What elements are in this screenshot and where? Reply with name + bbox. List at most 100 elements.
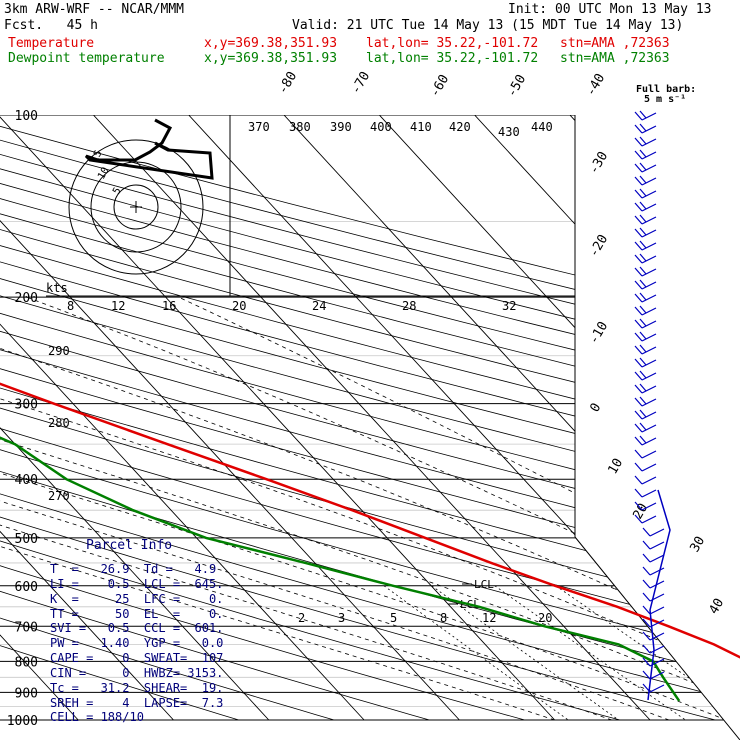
wind-barb (639, 305, 647, 314)
dry-adiabat-line (0, 115, 740, 721)
parcel-row: SVI = 0.5 CCL = 601. (50, 621, 224, 635)
parcel-row: TT = 50 EL = 0. (50, 607, 224, 621)
isotherm-label: 30 (687, 534, 708, 555)
wind-barb (642, 527, 651, 537)
parcel-row: CAPE = 0 SWEAT= 107 (50, 651, 224, 665)
wind-barb (639, 201, 647, 210)
parcel-row: CIN = 0 HWBZ= 3153. (50, 666, 224, 680)
mixing-ratio-label: 8 (440, 611, 447, 625)
temperature-station: stn=AMA ,72363 (560, 36, 670, 51)
wind-barb (641, 125, 657, 134)
wind-barb (641, 255, 657, 264)
theta-label: 420 (449, 120, 471, 134)
hodograph-ring-label: 5 (111, 186, 124, 197)
wind-barb (639, 396, 647, 405)
dewpoint-latlon: lat,lon= 35.22,-101.72 (366, 51, 539, 66)
forecast-hour: Fcst. 45 h (4, 18, 98, 33)
wind-barb (649, 671, 665, 680)
wind-barb (639, 383, 647, 392)
wind-barb (634, 241, 643, 251)
wind-barb (634, 397, 643, 407)
wind-barb (634, 488, 643, 498)
wind-barb (634, 436, 643, 446)
dry-adiabat-line (0, 115, 740, 721)
mixing-ratio-label: 5 (390, 611, 397, 625)
wind-barb (634, 501, 643, 511)
wind-barb (634, 189, 643, 199)
theta-label: 410 (410, 120, 432, 134)
dry-adiabat-line (0, 115, 740, 721)
isotherm-label: -80 (275, 69, 300, 97)
wind-barb (639, 318, 647, 327)
isotherm-label: 10 (605, 456, 626, 477)
model-title: 3km ARW-WRF -- NCAR/MMM (4, 2, 185, 17)
wind-barb (641, 372, 657, 381)
parcel-row: K = 25 LFC = 0. (50, 592, 224, 606)
wind-barb (639, 136, 647, 145)
parcel-row: Tc = 31.2 SHEAR= 19. (50, 681, 224, 695)
isotherm-line (93, 115, 651, 721)
isotherm-line (283, 115, 740, 721)
dewpoint-trace (0, 436, 681, 702)
dry-adiabat-line (0, 115, 740, 721)
init-time: Init: 00 UTC Mon 13 May 13 (508, 2, 712, 17)
wind-barb (639, 435, 647, 444)
wind-barb (634, 449, 643, 459)
moist-adiabat-line (0, 296, 555, 721)
hodograph-speed-label: 32 (502, 299, 516, 313)
temperature-xy: x,y=369.38,351.93 (204, 36, 338, 51)
wind-barb (641, 151, 657, 160)
wind-barb (634, 267, 643, 277)
wind-barb (634, 202, 643, 212)
wind-barb (639, 162, 647, 171)
pressure-label: 600 (15, 580, 38, 595)
hodograph-speed-label: 16 (162, 299, 176, 313)
mixing-ratio-line (494, 585, 686, 721)
dry-adiabat-line (0, 115, 740, 721)
wind-barb (639, 188, 647, 197)
wind-barb (634, 462, 643, 472)
lcl-label: LCL (474, 578, 494, 591)
wind-barb (634, 332, 643, 342)
hodograph-ring (90, 161, 182, 253)
mixing-ratio-label: 2 (298, 611, 305, 625)
wind-barb (641, 450, 657, 459)
wind-barb (641, 502, 657, 511)
wind-barb (649, 541, 665, 550)
wind-barb (639, 175, 647, 184)
wind-barb (641, 346, 657, 355)
moist-adiabat-line (26, 296, 740, 721)
wind-barb (634, 514, 643, 524)
pressure-label: 100 (15, 109, 38, 124)
temperature-trace (0, 382, 740, 659)
wind-barb (634, 306, 643, 316)
temperature-latlon: lat,lon= 35.22,-101.72 (366, 36, 539, 51)
isotherm-label: -40 (583, 71, 608, 99)
wind-barb (641, 359, 657, 368)
wind-barb (642, 631, 651, 641)
wind-barb (639, 370, 647, 379)
wind-barb (641, 411, 657, 420)
wind-barb (649, 645, 665, 654)
isotherm-label: 0 (587, 401, 604, 415)
dewpoint-station: stn=AMA ,72363 (560, 51, 670, 66)
wind-barb (634, 124, 643, 134)
isotherm-label: -20 (586, 232, 611, 260)
wind-barb (641, 515, 657, 524)
dry-adiabat-line (0, 115, 335, 721)
wind-barb (642, 592, 651, 602)
pressure-label: 1000 (7, 714, 38, 729)
isotherm-line (0, 115, 556, 721)
pressure-label: 700 (15, 620, 38, 635)
barb-legend-title: Full barb: (636, 84, 697, 95)
wind-barb (634, 228, 643, 238)
mixing-ratio-label: 12 (482, 611, 496, 625)
wind-barb (634, 345, 643, 355)
dry-adiabat-line (0, 115, 740, 721)
wind-barb (639, 357, 647, 366)
moist-adiabat-line (0, 296, 727, 721)
hodograph-trace (84, 118, 214, 180)
isotherm-line (0, 115, 174, 721)
